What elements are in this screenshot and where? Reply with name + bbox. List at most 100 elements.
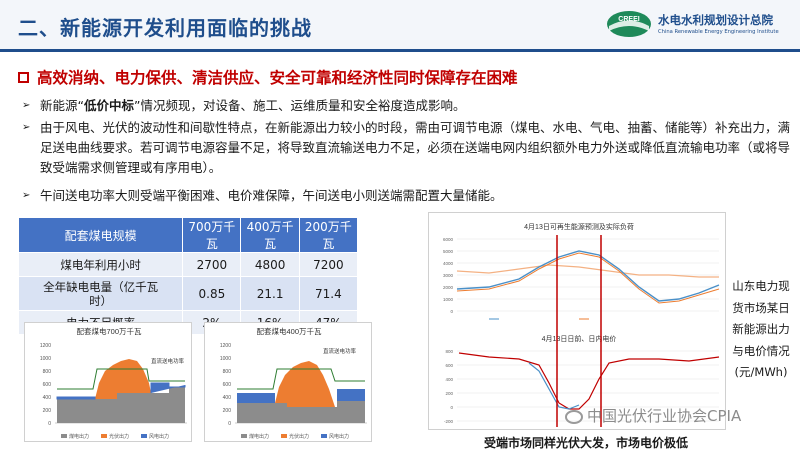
watermark-text: 中国光伏行业协会CPIA [587,407,742,425]
y-tick-label: 0 [450,309,453,314]
bullet-post: ”情况频现，对设备、施工、运维质量和安全裕度造成影响。 [134,98,466,113]
top-chart-title: 4月13日可再生能源预测及实际负荷 [524,222,634,231]
y-tick-label: 200 [445,391,453,396]
legend-swatch [141,434,147,438]
y-tick-label: 400 [43,395,52,401]
table-header-cell: 400万千瓦 [240,217,300,253]
actual-load-line [456,264,719,278]
y-tick-label: 600 [43,382,52,388]
renewable-forecast-line [456,250,720,302]
arrow-bullet-icon: ➢ [22,100,31,111]
bullet-bold: 低价中标 [83,98,134,113]
table-header-row: 配套煤电规模 700万千瓦 400万千瓦 200万千瓦 [17,217,359,253]
y-tick-label: -200 [444,419,454,424]
solar-bars [95,359,151,399]
chart-annotation: 直流送电功率 [323,347,357,355]
y-tick-label: 2000 [443,285,454,290]
wechat-icon [565,409,583,424]
table-row: 煤电年利用小时 2700 4800 7200 [17,252,359,277]
arrow-bullet-icon: ➢ [22,122,31,133]
y-tick-label: 200 [223,408,232,414]
bullet-text: 午间送电功率大则受端平衡困难、电价难保障，午间送电小则送端需配置大量储能。 [40,188,503,203]
page-title: 二、新能源开发利用面临的挑战 [18,16,312,40]
legend-swatch [61,434,67,438]
table-cell: 7200 [298,252,359,277]
y-tick-label: 1000 [220,356,231,362]
y-tick-label: 600 [223,382,232,388]
y-tick-label: 5000 [443,249,454,254]
section-subtitle-text: 高效消纳、电力保供、清洁供应、安全可靠和经济性同时保障存在困难 [37,69,518,87]
legend-label: 风电出力 [329,433,349,440]
table-header-cell: 700万千瓦 [182,217,242,253]
y-tick-label: 400 [445,377,453,382]
legend-swatch [281,434,287,438]
header-bar: 二、新能源开发利用面临的挑战 CREEI 水电水利规划设计总院 China Re… [0,0,800,52]
table-row-label: 煤电年利用小时 [17,252,184,277]
y-tick-label: 0 [228,421,231,427]
bullet-low-price: ➢ 新能源“低价中标”情况频现，对设备、施工、运维质量和安全裕度造成影响。 [22,96,792,116]
bullet-noon-transmission: ➢ 午间送电功率大则受端平衡困难、电价难保障，午间送电小则送端需配置大量储能。 [22,186,792,206]
legend-label: 煤电出力 [249,433,269,440]
side-note: 山东电力现货市场某日新能源出力与电价情况(元/MWh) [732,279,790,379]
institute-logo: CREEI 水电水利规划设计总院 China Renewable Energy … [606,9,796,43]
wind-bars [237,389,365,403]
y-tick-label: 6000 [443,237,454,242]
coal-400-chart-svg: 配套煤电400万千瓦 1200 1000 800 600 400 200 0 直… [220,326,367,440]
shandong-market-charts: 4月13日可再生能源预测及实际负荷 6000 5000 4000 3000 20… [428,212,726,430]
table-cell: 2700 [182,252,242,277]
chart-caption: 受端市场同样光伏大发，市场电价极低 [484,436,689,450]
y-tick-label: 3000 [443,273,454,278]
dc-transmission-line [57,368,185,390]
top-chart-grid [457,238,719,312]
legend-label: 风电出力 [149,433,169,440]
y-tick-label: 0 [48,421,51,427]
legend-swatch [241,434,247,438]
legend-swatch [321,434,327,438]
dc-transmission-line [237,368,365,390]
y-tick-label: 0 [450,405,453,410]
logo-mark-text: CREEI [618,16,639,23]
logo-english-name: China Renewable Energy Engineering Insti… [658,29,779,35]
bottom-chart-grid [457,350,719,422]
y-tick-label: 4000 [443,261,454,266]
square-bullet-icon [18,72,29,83]
bullet-volatility: ➢ 由于风电、光伏的波动性和间歇性特点，在新能源出力较小的时段，需由可调节电源（… [22,118,792,178]
coal-700-chart-svg: 配套煤电700万千瓦 1200 1000 800 600 400 200 0 直… [40,326,187,440]
bullet-pre: 新能源“ [40,98,84,113]
coal-bars [57,387,185,423]
bottom-chart-title: 4月13日日前、日内电价 [542,334,617,343]
coal-capacity-table: 配套煤电规模 700万千瓦 400万千瓦 200万千瓦 煤电年利用小时 2700… [17,217,359,335]
coal-400-chart: 配套煤电400万千瓦 1200 1000 800 600 400 200 0 直… [204,322,372,442]
y-tick-label: 800 [445,349,453,354]
renewable-actual-line [456,252,720,304]
mini-chart-title: 配套煤电400万千瓦 [256,326,322,336]
bullet-text: 新能源“低价中标”情况频现，对设备、施工、运维质量和安全裕度造成影响。 [22,96,792,116]
arrow-bullet-icon: ➢ [22,190,31,201]
day-ahead-price-line [458,352,720,410]
intraday-price-line [528,362,580,410]
mini-chart-title: 配套煤电700万千瓦 [76,326,142,336]
institute-logo-mark: CREEI [607,11,651,37]
coal-700-chart: 配套煤电700万千瓦 1200 1000 800 600 400 200 0 直… [24,322,192,442]
y-tick-label: 600 [445,363,453,368]
shandong-market-svg: 4月13日可再生能源预测及实际负荷 6000 5000 4000 3000 20… [443,222,720,427]
chart-annotation: 直流送电功率 [151,357,185,365]
solar-bars [275,361,335,407]
y-tick-label: 1000 [443,297,454,302]
table-header-cell: 200万千瓦 [298,217,359,253]
y-tick-label: 200 [43,408,52,414]
legend-label: 煤电出力 [69,433,89,440]
y-tick-label: 1000 [40,356,51,362]
logo-chinese-name: 水电水利规划设计总院 [658,13,773,27]
y-tick-label: 1200 [220,343,231,349]
legend-swatch [101,434,107,438]
bullet-text: 由于风电、光伏的波动性和间歇性特点，在新能源出力较小的时段，需由可调节电源（煤电… [40,120,791,175]
coal-bars [237,401,365,423]
y-tick-label: 800 [43,369,52,375]
table-row: 全年缺电电量（亿千瓦时） 0.85 21.1 71.4 [17,276,359,311]
wind-bars [56,382,186,400]
table-row-label: 全年缺电电量（亿千瓦时） [17,276,184,311]
legend-label: 光伏出力 [289,433,309,440]
table-cell: 4800 [240,252,300,277]
